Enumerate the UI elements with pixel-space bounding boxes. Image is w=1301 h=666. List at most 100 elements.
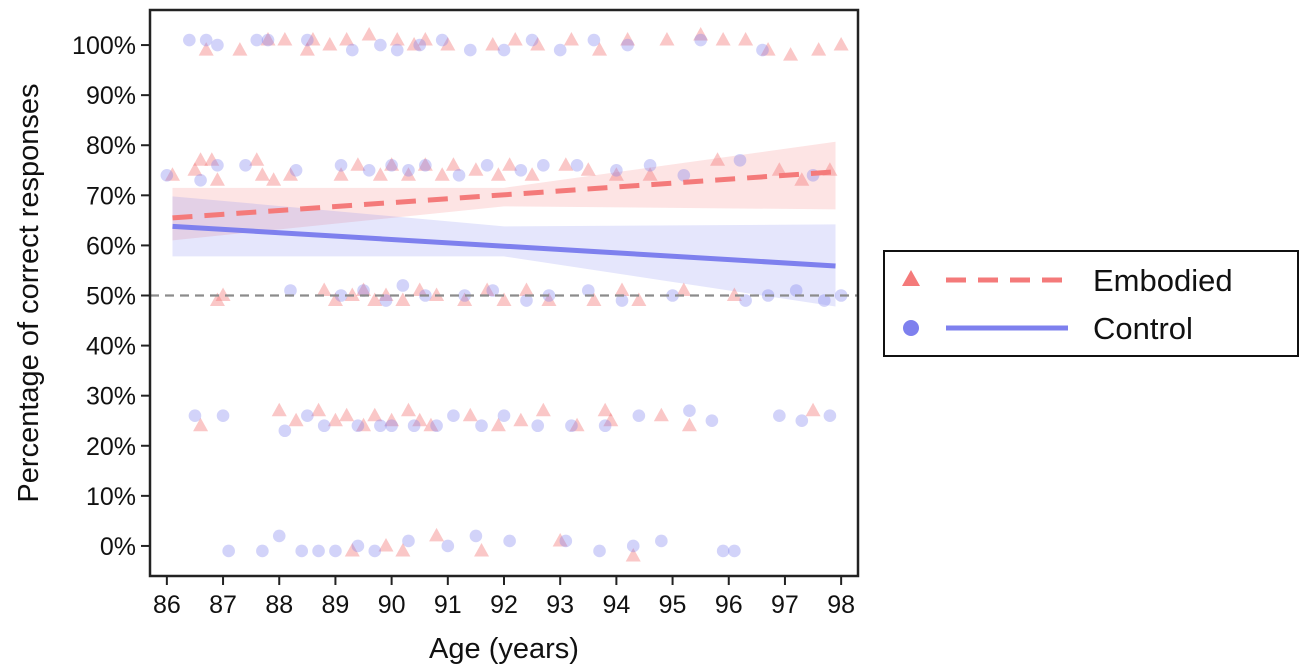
- embodied-point: [339, 32, 355, 46]
- control-point: [334, 289, 348, 302]
- control-point: [716, 544, 730, 558]
- embodied-point: [738, 32, 754, 46]
- control-point: [385, 158, 398, 172]
- embodied-point: [327, 292, 343, 307]
- control-point: [497, 43, 511, 57]
- embodied-point: [715, 32, 731, 46]
- control-point: [537, 158, 550, 172]
- embodied-point: [513, 412, 529, 427]
- control-point: [402, 163, 415, 177]
- legend-label-control: Control: [1093, 311, 1193, 346]
- legend-frame: [883, 250, 1299, 357]
- embodied-point: [468, 162, 484, 176]
- embodied-point: [541, 292, 557, 307]
- embodied-point: [608, 167, 624, 181]
- control-point: [520, 294, 533, 307]
- y-axis-title: Percentage of correct responses: [13, 83, 45, 502]
- embodied-point: [164, 167, 180, 181]
- control-point: [728, 544, 741, 558]
- embodied-point: [805, 402, 821, 417]
- x-tick-label: 89: [322, 591, 350, 619]
- control-point: [795, 414, 809, 428]
- embodied-point: [395, 542, 411, 557]
- control-point: [475, 419, 488, 433]
- embodied-point: [361, 27, 377, 41]
- embodied-point: [653, 407, 669, 422]
- embodied-point: [198, 42, 214, 56]
- control-point: [261, 33, 275, 47]
- control-point: [430, 419, 443, 433]
- x-tick-label: 91: [434, 591, 462, 619]
- control-point: [694, 33, 707, 47]
- embodied-point: [384, 157, 400, 171]
- embodied-point: [327, 412, 343, 427]
- embodied-point: [563, 32, 579, 46]
- control-point: [525, 33, 539, 47]
- control-point: [553, 43, 567, 57]
- embodied-point: [429, 527, 445, 542]
- control-point: [351, 539, 365, 553]
- embodied-point: [400, 167, 416, 181]
- control-point: [402, 534, 415, 548]
- embodied-point: [316, 282, 332, 296]
- x-tick-label: 98: [827, 591, 855, 619]
- y-tick-label: 20%: [86, 433, 136, 461]
- control-point: [531, 419, 545, 433]
- y-tick-label: 40%: [86, 333, 136, 361]
- embodied-point: [586, 292, 602, 307]
- embodied-point: [288, 412, 304, 427]
- control-point: [756, 43, 769, 57]
- embodied-point: [423, 417, 439, 432]
- x-axis-title: Age (years): [429, 633, 579, 665]
- embodied-point: [266, 172, 282, 186]
- control-point: [480, 158, 494, 172]
- embodied-point: [311, 402, 327, 417]
- y-tick-label: 60%: [86, 232, 136, 260]
- legend: Embodied Control: [883, 250, 1299, 357]
- embodied-point: [282, 167, 298, 181]
- embodied-point: [232, 42, 248, 56]
- control-point: [357, 284, 370, 297]
- control-point: [615, 294, 629, 307]
- embodied-point: [625, 547, 641, 562]
- embodied-point: [322, 37, 338, 51]
- embodied-point: [811, 42, 827, 56]
- embodied-point: [187, 162, 203, 176]
- embodied-point: [462, 407, 478, 422]
- control-point: [643, 158, 657, 172]
- x-axis-ticks: 86 87 88 89 90 91 92 93 94 95 96 97 98: [153, 576, 855, 619]
- embodied-point: [474, 542, 490, 557]
- y-axis-ticks: 0% 10% 20% 30% 40% 50% 60% 70% 80% 90% 100%: [72, 32, 150, 561]
- control-point: [211, 38, 224, 52]
- control-point: [655, 534, 668, 548]
- embodied-point: [344, 287, 360, 302]
- control-point: [183, 33, 196, 47]
- control-point: [581, 284, 595, 297]
- control-point: [407, 419, 421, 433]
- control-point: [514, 163, 528, 177]
- control-point: [301, 33, 314, 47]
- embodied-point: [350, 157, 366, 171]
- control-point: [739, 294, 752, 307]
- control-point: [463, 43, 477, 57]
- control-point: [497, 409, 511, 423]
- control-point: [677, 168, 691, 182]
- control-point: [351, 419, 365, 433]
- embodied-point: [507, 32, 523, 46]
- control-point: [789, 284, 803, 297]
- embodied-point: [490, 167, 506, 181]
- y-tick-label: 50%: [86, 283, 136, 311]
- embodied-point: [659, 32, 675, 46]
- embodied-point: [620, 32, 636, 46]
- data-points: [160, 27, 849, 562]
- embodied-point: [535, 402, 551, 417]
- control-point: [278, 424, 292, 438]
- control-point: [284, 284, 297, 297]
- embodied-point: [457, 292, 473, 307]
- control-point: [345, 43, 359, 57]
- control-point: [222, 544, 235, 558]
- y-tick-label: 0%: [100, 533, 136, 561]
- control-regression-line: [172, 223, 836, 269]
- legend-circle-icon: [903, 320, 919, 336]
